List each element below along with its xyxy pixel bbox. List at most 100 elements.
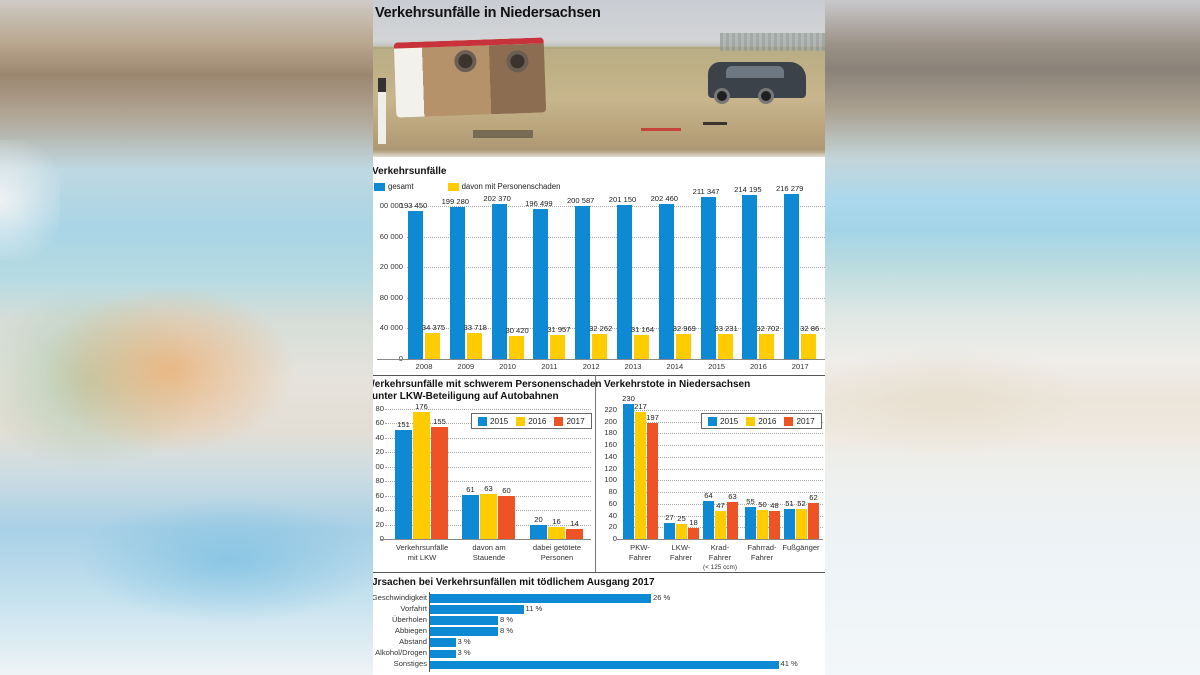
gridline: [625, 456, 823, 458]
bar-gesamt-2015: [700, 197, 716, 359]
chart1-legend: gesamt davon mit Personenschaden: [374, 182, 570, 191]
category-label: Abbiegen: [394, 625, 427, 635]
value-label: 211 347: [692, 187, 720, 197]
value-label: 62: [809, 492, 818, 502]
gridline: [385, 481, 591, 483]
x-tick-label: Fahrrad- Fahrer: [747, 543, 776, 563]
value-label: 193 450: [399, 201, 428, 210]
x-tick-label: 2011: [541, 362, 558, 371]
x-tick-label-line: Stauende: [472, 553, 506, 562]
value-label: 33 718: [463, 323, 487, 333]
legend-label: 2017: [566, 416, 585, 426]
van-wheel: [454, 49, 477, 73]
y-tick-label: 40: [375, 505, 384, 515]
bar-2017: [769, 510, 780, 539]
legend-label: 2016: [528, 416, 547, 426]
x-tick-label: PKW- Fahrer: [629, 543, 651, 563]
category-label: Abstand: [399, 636, 427, 646]
y-tick-label: 0: [399, 354, 403, 363]
bar-personenschaden-2011: [550, 334, 566, 359]
car-tyre: [714, 88, 730, 104]
bar-2016: [480, 493, 497, 539]
value-label: 64: [704, 491, 713, 501]
value-label: 32 262: [589, 324, 613, 334]
value-label: 51: [785, 499, 794, 509]
x-tick-label: 2014: [666, 362, 684, 371]
x-tick-label: LKW- Fahrer: [670, 543, 692, 563]
value-label: 55: [746, 496, 755, 506]
y-tick-label: 40 000: [379, 323, 403, 333]
y-tick-label: 40: [375, 432, 384, 442]
photo-horizon: [373, 47, 825, 49]
y-tick-label: 00: [375, 461, 384, 471]
x-tick-label: 2009: [457, 362, 475, 371]
section-divider: [373, 375, 825, 376]
x-tick-label: 2010: [499, 362, 517, 371]
value-label: 20: [534, 514, 543, 524]
gridline: [407, 267, 825, 269]
x-tick-label: Verkehrsunfälle mit LKW: [396, 543, 448, 563]
gridline: [385, 466, 591, 468]
value-label: 63: [728, 492, 737, 502]
bar-personenschaden-2014: [675, 333, 691, 359]
chart2-legend: 2015 2016 2017: [471, 413, 592, 429]
legend-label: gesamt: [388, 182, 414, 191]
bar-gesamt-2009: [449, 206, 465, 359]
value-label: 27: [665, 513, 674, 523]
value-label: 8 %: [500, 625, 514, 635]
bar-2017: [498, 495, 515, 539]
y-tick-label: 80: [375, 404, 384, 413]
x-tick-label-line: Fahrer: [708, 553, 732, 562]
gridline: [625, 468, 823, 470]
photo-debris: [641, 128, 681, 131]
legend-swatch: [374, 182, 385, 191]
gridline: [385, 409, 591, 410]
bar-2016: [413, 411, 430, 539]
value-label: 217: [634, 401, 647, 411]
bar-Alkohol/Drogen: [430, 649, 456, 658]
photo-damaged-car: [708, 62, 806, 104]
legend-item-2017: 2017: [554, 416, 585, 426]
bar-personenschaden-2017: [801, 333, 817, 359]
gridline: [407, 297, 825, 299]
bar-personenschaden-2009: [466, 333, 482, 359]
bar-gesamt-2016: [742, 195, 758, 359]
gridline: [407, 328, 825, 330]
column-divider: [595, 375, 596, 572]
x-tick-label: 2013: [624, 362, 642, 371]
chart3-legend: 2015 2016 2017: [701, 413, 822, 429]
x-axis: [617, 539, 823, 540]
value-label: 202 460: [650, 194, 679, 204]
bar-2016: [757, 509, 768, 539]
y-tick-label: 100: [604, 475, 617, 485]
bar-Abbiegen: [430, 627, 498, 636]
category-label: Überholen: [391, 614, 427, 624]
value-label: 16: [552, 517, 561, 527]
x-tick-label-line: LKW-: [671, 543, 691, 552]
gridline: [407, 236, 825, 238]
value-label: 32 702: [756, 323, 780, 333]
car-tyre: [758, 88, 774, 104]
x-tick-label: 2012: [582, 362, 600, 371]
bar-personenschaden-2012: [592, 334, 608, 359]
page-title: Verkehrsunfälle in Niedersachsen: [375, 5, 601, 21]
legend-swatch: [478, 416, 487, 426]
x-tick-label: dabei getötete Personen: [533, 543, 581, 563]
legend-label: 2016: [758, 416, 777, 426]
chart2-title: /erkehrsunfälle mit schwerem Personensch…: [373, 379, 602, 403]
category-label: Alkohol/Drogen: [375, 648, 427, 657]
chart1-title: Verkehrsunfälle: [373, 166, 447, 177]
y-tick-label: 0: [380, 534, 384, 543]
value-label: 3 %: [457, 648, 471, 657]
value-label: 18: [689, 518, 698, 528]
value-label: 34 375: [421, 322, 446, 332]
value-label: 25: [677, 514, 686, 524]
section-divider: [373, 572, 825, 573]
legend-item-2016: 2016: [516, 416, 547, 426]
legend-item-personenschaden: davon mit Personenschaden: [447, 182, 560, 191]
bar-2015: [462, 494, 479, 539]
chart2-title-line1: /erkehrsunfälle mit schwerem Personensch…: [373, 379, 602, 390]
x-tick-label-line: Fahrrad-: [747, 543, 777, 552]
photo-trees: [720, 33, 825, 51]
x-tick-label: 2016: [749, 362, 767, 371]
